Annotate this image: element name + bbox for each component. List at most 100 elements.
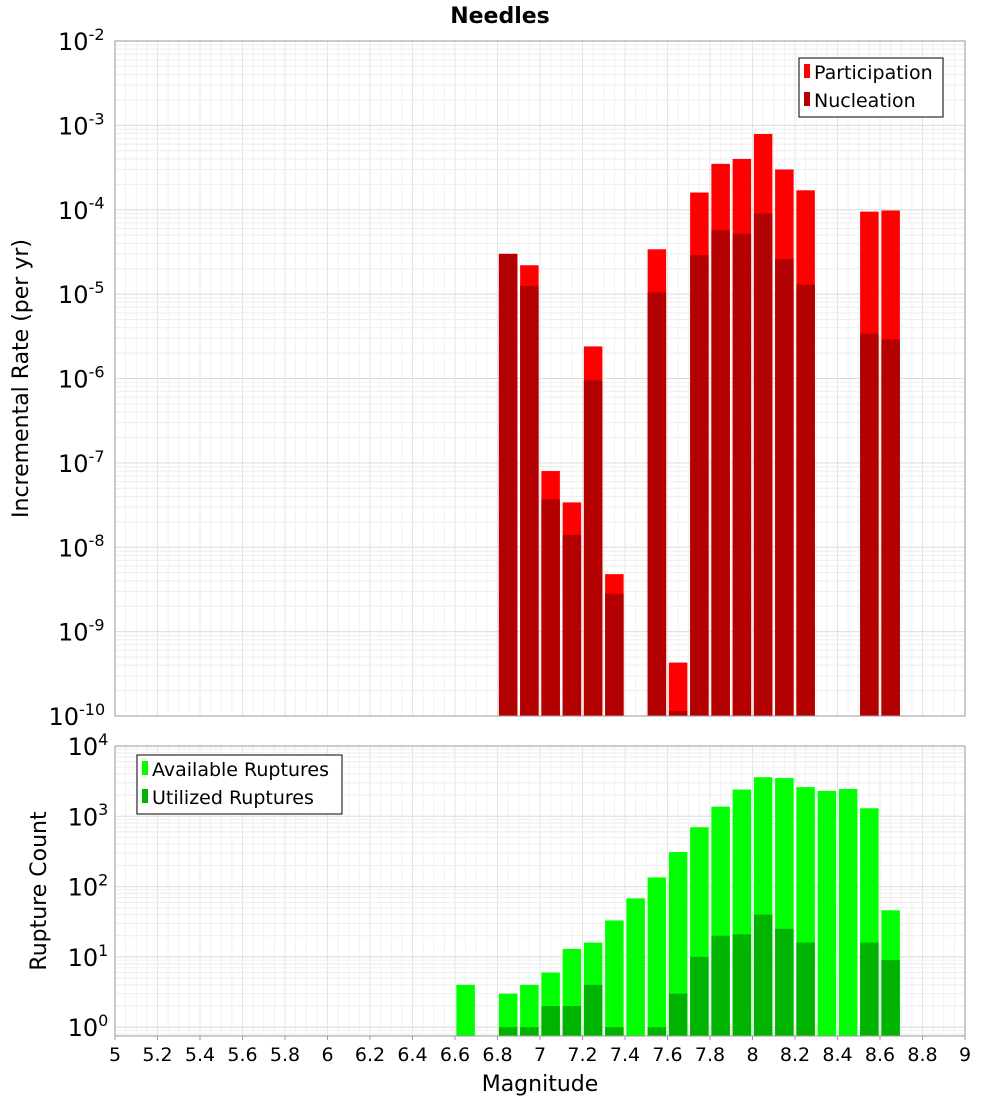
bar-inner-utilized-ruptures-9	[647, 1027, 667, 1036]
x-tick-label-17: 8.2	[780, 1044, 810, 1066]
x-tick-label-5: 5.8	[270, 1044, 300, 1066]
bar-inner-nucleation-7	[647, 292, 667, 716]
legend-2: Available Ruptures Utilized Ruptures	[136, 754, 343, 815]
bar-available-ruptures-17	[817, 790, 837, 1036]
bar-inner-nucleation-11	[732, 233, 752, 716]
svg-text:10-6: 10-6	[58, 362, 105, 393]
bars-1	[498, 134, 900, 717]
y-tick-label-2-4: 103	[68, 800, 109, 831]
bar-inner-utilized-ruptures-12	[711, 935, 730, 1036]
legend-swatch-available-ruptures	[142, 761, 148, 775]
bar-available-ruptures-3	[520, 984, 539, 1036]
x-tick-label-3: 5.4	[185, 1044, 215, 1066]
x-tick-label-7: 6.2	[355, 1044, 385, 1066]
y-axis-label-1: Incremental Rate (per yr)	[9, 239, 34, 518]
bar-inner-nucleation-3	[541, 499, 560, 716]
legend-1: Participation Nucleation	[798, 57, 944, 118]
bar-inner-nucleation-4	[562, 534, 582, 716]
y-tick-label-1-5: 10-6	[58, 362, 105, 393]
y-axis-label-2: Rupture Count	[27, 811, 52, 971]
legend-box-2	[136, 754, 343, 815]
x-tick-label-9: 6.6	[440, 1044, 470, 1066]
legend-box-1	[798, 57, 944, 118]
y-tick-label-1-1: 10-10	[48, 700, 105, 731]
x-tick-label-15: 7.8	[695, 1044, 725, 1066]
x-tick-label-10: 6.8	[482, 1044, 512, 1066]
bar-available-ruptures-2	[498, 993, 518, 1036]
bar-inner-nucleation-16	[881, 339, 900, 716]
bar-available-ruptures-9	[647, 877, 667, 1036]
y-tick-label-2-1: 100	[68, 1011, 109, 1042]
svg-text:102: 102	[68, 871, 109, 902]
x-tick-label-12: 7.2	[567, 1044, 597, 1066]
bar-available-ruptures-1	[456, 984, 475, 1036]
x-tick-label-20: 8.8	[907, 1044, 937, 1066]
y-tick-label-1-4: 10-7	[58, 447, 105, 478]
x-tick-label-21: 9	[959, 1044, 971, 1066]
svg-text:103: 103	[68, 800, 109, 831]
bar-inner-utilized-ruptures-4	[541, 1006, 560, 1036]
x-tick-label-16: 8	[746, 1044, 758, 1066]
bar-inner-utilized-ruptures-16	[796, 942, 815, 1036]
y-tick-label-2-5: 104	[68, 730, 109, 761]
svg-text:10-4: 10-4	[58, 194, 105, 225]
svg-text:100: 100	[68, 1011, 109, 1042]
bar-inner-utilized-ruptures-7	[605, 1027, 624, 1036]
bar-inner-nucleation-8	[668, 710, 688, 716]
gridlines-1	[114, 40, 966, 717]
bar-inner-utilized-ruptures-19	[860, 942, 879, 1036]
x-tick-label-11: 7	[534, 1044, 546, 1066]
legend-swatch-utilized-ruptures	[142, 789, 148, 803]
plot-frame-1	[114, 40, 966, 717]
y-tick-label-1-6: 10-5	[58, 278, 105, 309]
x-tick-label-6: 6	[321, 1044, 333, 1066]
y-tick-label-2-3: 102	[68, 871, 109, 902]
y-tick-label-2-2: 101	[68, 941, 109, 972]
bar-inner-nucleation-6	[605, 593, 624, 716]
x-tick-label-2: 5.2	[142, 1044, 172, 1066]
bar-inner-nucleation-5	[583, 380, 603, 716]
svg-text:10-7: 10-7	[58, 447, 105, 478]
y-tick-label-1-7: 10-4	[58, 194, 105, 225]
bar-inner-utilized-ruptures-10	[668, 993, 688, 1036]
bar-inner-utilized-ruptures-11	[690, 956, 709, 1036]
bar-inner-utilized-ruptures-14	[753, 914, 773, 1036]
bar-inner-utilized-ruptures-2	[498, 1027, 518, 1036]
bar-participation-8	[668, 662, 688, 716]
x-tick-label-1: 5	[109, 1044, 121, 1066]
bar-inner-nucleation-12	[753, 213, 773, 717]
bars-2	[456, 777, 900, 1036]
bar-inner-nucleation-10	[711, 230, 730, 716]
bar-available-ruptures-10	[668, 852, 688, 1036]
legend-label-available-ruptures: Available Ruptures	[152, 759, 329, 781]
bar-available-ruptures-8	[626, 898, 645, 1036]
y-tick-label-1-3: 10-8	[58, 531, 105, 562]
bar-inner-nucleation-1	[498, 253, 518, 716]
bar-inner-utilized-ruptures-5	[562, 1006, 582, 1036]
bar-inner-utilized-ruptures-15	[775, 928, 794, 1036]
bar-inner-utilized-ruptures-6	[583, 984, 603, 1036]
bar-inner-nucleation-9	[690, 255, 709, 716]
svg-text:10-3: 10-3	[58, 109, 105, 140]
bar-inner-nucleation-2	[520, 285, 539, 716]
bar-inner-utilized-ruptures-3	[520, 1027, 539, 1036]
x-tick-label-14: 7.6	[652, 1044, 682, 1066]
x-tick-label-8: 6.4	[397, 1044, 427, 1066]
bar-inner-nucleation-13	[775, 259, 794, 716]
bar-available-ruptures-18	[838, 788, 858, 1036]
svg-text:10-2: 10-2	[58, 25, 105, 56]
bar-inner-utilized-ruptures-20	[881, 960, 900, 1036]
svg-text:10-8: 10-8	[58, 531, 105, 562]
svg-text:10-10: 10-10	[48, 700, 105, 731]
x-tick-label-18: 8.4	[822, 1044, 852, 1066]
svg-text:10-5: 10-5	[58, 278, 105, 309]
svg-text:10-9: 10-9	[58, 616, 105, 647]
svg-text:101: 101	[68, 941, 109, 972]
bar-available-ruptures-7	[605, 920, 624, 1036]
svg-text:104: 104	[68, 730, 109, 761]
x-axis-label: Magnitude	[482, 1072, 599, 1097]
legend-label-participation: Participation	[814, 62, 933, 84]
x-tick-label-13: 7.4	[610, 1044, 640, 1066]
y-tick-label-1-2: 10-9	[58, 616, 105, 647]
